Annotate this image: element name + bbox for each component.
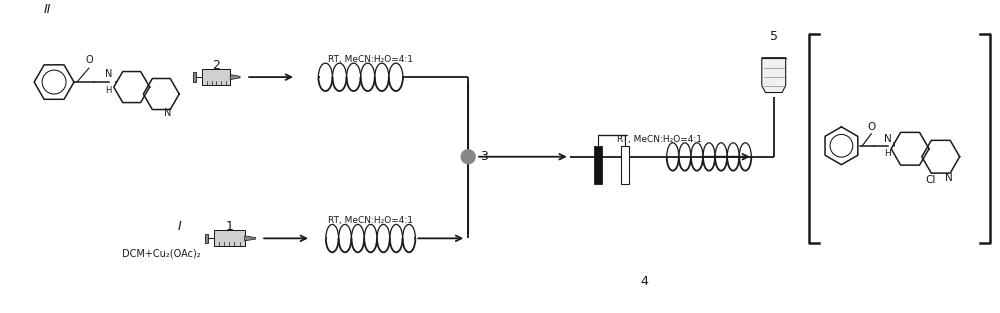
Text: N: N (105, 69, 113, 79)
Text: 3: 3 (480, 150, 488, 163)
Bar (193, 72, 196, 82)
Text: H: H (884, 149, 891, 158)
Bar (594, 146, 602, 184)
Bar (205, 233, 208, 243)
Bar (214, 230, 245, 246)
Text: I: I (178, 220, 181, 233)
Text: O: O (85, 55, 93, 65)
Bar (202, 69, 230, 85)
Text: 1: 1 (225, 220, 233, 233)
Text: N: N (945, 173, 953, 183)
Text: H: H (105, 86, 111, 95)
Text: 4: 4 (640, 275, 648, 288)
Text: N: N (164, 108, 171, 118)
Polygon shape (245, 236, 256, 241)
Text: 5: 5 (770, 30, 778, 43)
Text: Cl: Cl (925, 175, 935, 185)
Polygon shape (762, 58, 786, 93)
Text: 2: 2 (212, 59, 220, 72)
Text: DCM+Cu₂(OAc)₂: DCM+Cu₂(OAc)₂ (122, 248, 201, 258)
Text: RT, MeCN:H₂O=4:1: RT, MeCN:H₂O=4:1 (328, 55, 413, 64)
Polygon shape (230, 74, 240, 80)
Text: II: II (43, 3, 51, 16)
Circle shape (461, 150, 475, 164)
Text: RT, MeCN:H₂O=4:1: RT, MeCN:H₂O=4:1 (328, 217, 413, 225)
Bar (621, 146, 629, 184)
Text: N: N (884, 134, 892, 144)
Text: RT, MeCN:H₂O=4:1: RT, MeCN:H₂O=4:1 (617, 135, 702, 144)
Text: O: O (867, 122, 875, 132)
